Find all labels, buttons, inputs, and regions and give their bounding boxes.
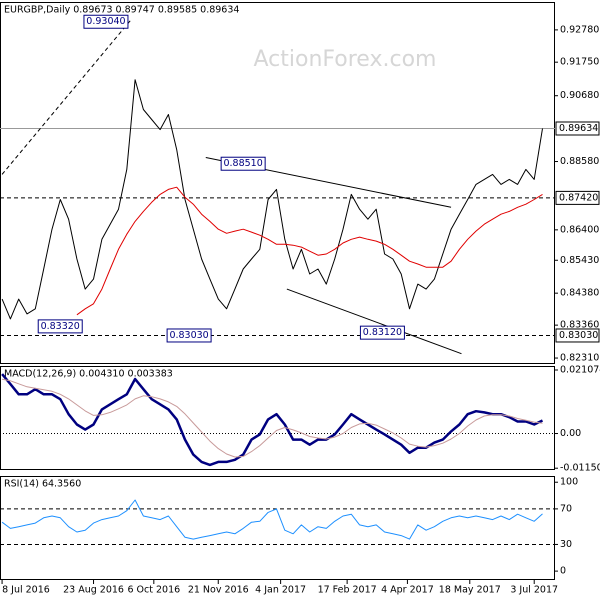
x-tick-label: 23 Aug 2016 bbox=[63, 585, 124, 596]
price-annotation: 0.83320 bbox=[41, 321, 80, 332]
level-label-box bbox=[555, 121, 600, 136]
level-label-box bbox=[555, 190, 600, 205]
y-tick-label: 0.85430 bbox=[560, 255, 599, 266]
x-tick-label: 8 Jul 2016 bbox=[2, 585, 50, 596]
price-annotation: 0.83120 bbox=[363, 327, 402, 338]
price-annotation: 0.88510 bbox=[223, 158, 262, 169]
price-annotation: 0.83030 bbox=[169, 330, 208, 341]
panel-title: RSI(14) 64.3560 bbox=[4, 479, 81, 490]
series-line bbox=[76, 186, 543, 316]
y-tick-label: 0.84380 bbox=[560, 288, 599, 299]
price-annotation: 0.93040 bbox=[86, 16, 125, 27]
panel-frame bbox=[0, 366, 555, 470]
y-tick-label: 0.00 bbox=[560, 428, 581, 439]
level-label-box bbox=[555, 328, 600, 343]
panel-title: EURGBP,Daily 0.89673 0.89747 0.89585 0.8… bbox=[4, 5, 239, 16]
x-tick-label: 3 Jul 2017 bbox=[510, 585, 558, 596]
x-tick-label: 18 May 2017 bbox=[439, 585, 501, 596]
level-label: 0.87420 bbox=[559, 192, 598, 203]
y-tick-label: 0 bbox=[560, 566, 566, 577]
series-line bbox=[1, 79, 543, 320]
watermark: ActionForex.com bbox=[254, 47, 437, 72]
y-tick-label: 0.83360 bbox=[560, 320, 599, 331]
y-tick-label: 0.88580 bbox=[560, 156, 599, 167]
price-annotation-box bbox=[220, 156, 266, 171]
x-tick-label: 4 Apr 2017 bbox=[381, 585, 434, 596]
x-tick-label: 17 Feb 2017 bbox=[318, 585, 377, 596]
trend-line bbox=[1, 19, 132, 175]
panel-frame bbox=[0, 2, 555, 364]
y-tick-label: 70 bbox=[560, 503, 572, 514]
panel-frame bbox=[0, 476, 555, 580]
x-tick-label: 4 Jan 2017 bbox=[255, 585, 306, 596]
price-annotation-box bbox=[83, 14, 129, 29]
price-annotation-box bbox=[37, 319, 83, 334]
level-label: 0.89634 bbox=[559, 123, 598, 134]
price-annotation-box bbox=[166, 328, 212, 343]
x-tick-label: 6 Oct 2016 bbox=[127, 585, 180, 596]
y-tick-label: -0.011507 bbox=[560, 463, 600, 474]
y-tick-label: 0.91750 bbox=[560, 57, 599, 68]
y-tick-label: 0.021074 bbox=[560, 364, 600, 375]
series-line bbox=[2, 378, 543, 458]
y-tick-label: 0.90680 bbox=[560, 90, 599, 101]
y-tick-label: 0.86400 bbox=[560, 224, 599, 235]
y-tick-label: 0.82310 bbox=[560, 353, 599, 364]
panel-title: MACD(12,26,9) 0.004310 0.003383 bbox=[4, 369, 173, 380]
y-tick-label: 100 bbox=[560, 477, 578, 488]
series-line bbox=[1, 499, 543, 540]
y-tick-label: 0.92780 bbox=[560, 24, 599, 35]
price-annotation-box bbox=[359, 325, 405, 340]
x-tick-label: 21 Nov 2016 bbox=[188, 585, 249, 596]
y-tick-label: 30 bbox=[560, 539, 572, 550]
trend-line bbox=[286, 288, 462, 355]
series-line bbox=[1, 373, 544, 467]
level-label: 0.83030 bbox=[559, 330, 598, 341]
